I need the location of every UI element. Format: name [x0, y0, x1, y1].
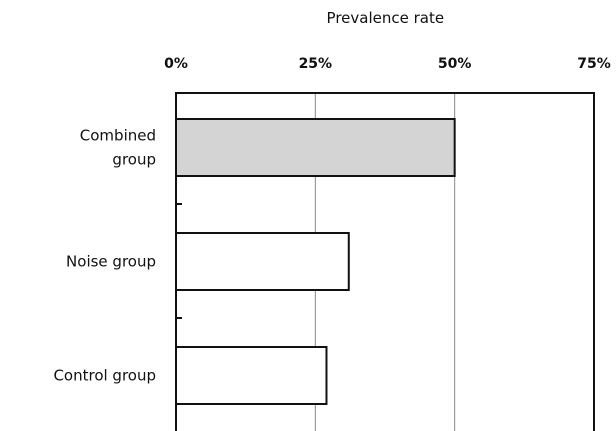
bars	[175, 118, 456, 405]
x-tick-label-50: 50%	[438, 56, 472, 72]
bar-2	[175, 346, 328, 405]
category-label-1: Noise group	[66, 253, 156, 271]
x-tick-label-0: 0%	[164, 56, 188, 72]
category-label-0-line-0: Combined	[80, 127, 156, 145]
category-label-0-line-1: group	[112, 151, 156, 169]
plot-frame	[175, 92, 595, 431]
x-tick-label-25: 25%	[299, 56, 333, 72]
category-label-2: Control group	[53, 367, 156, 385]
x-axis-ticks: 0% 25% 50% 75%	[164, 56, 611, 72]
plot-border	[175, 92, 595, 431]
x-axis-title: Prevalence rate	[327, 9, 445, 27]
category-labels: Combined group Noise group Control group	[53, 127, 156, 385]
bar-0	[175, 118, 456, 177]
bar-1	[175, 232, 350, 291]
x-tick-label-75: 75%	[577, 56, 611, 72]
